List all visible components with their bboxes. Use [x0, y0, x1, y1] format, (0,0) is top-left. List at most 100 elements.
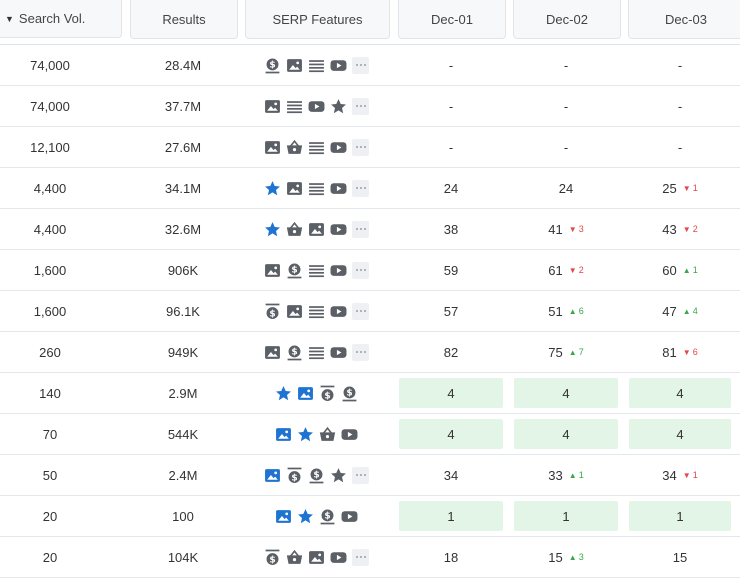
video-icon[interactable]	[330, 180, 347, 197]
image-icon[interactable]	[286, 57, 303, 74]
image-icon[interactable]	[264, 344, 281, 361]
search-vol-header[interactable]: ▼ Search Vol.	[0, 0, 122, 38]
table-row[interactable]: 1,600 96.1K $57 51 ▲ 6 47 ▲ 4	[0, 291, 740, 332]
date-header-dec-03[interactable]: Dec-03	[628, 0, 740, 39]
basket-icon[interactable]	[286, 221, 303, 238]
money-top-icon[interactable]: $	[264, 549, 281, 566]
image-icon[interactable]	[275, 508, 292, 525]
more-icon[interactable]	[352, 220, 369, 238]
star-icon[interactable]	[297, 426, 314, 443]
svg-text:$: $	[269, 309, 275, 319]
video-icon[interactable]	[330, 344, 347, 361]
basket-icon[interactable]	[319, 426, 336, 443]
table-row[interactable]: 74,000 28.4M $ - - -	[0, 45, 740, 86]
star-icon[interactable]	[330, 98, 347, 115]
table-row[interactable]: 74,000 37.7M - - -	[0, 86, 740, 127]
more-icon[interactable]	[352, 343, 369, 361]
rank-value: 15	[548, 549, 563, 565]
money-top-icon[interactable]: $	[286, 467, 303, 484]
video-icon[interactable]	[330, 139, 347, 156]
table-row[interactable]: 12,100 27.6M - - -	[0, 127, 740, 168]
video-icon[interactable]	[330, 303, 347, 320]
table-row[interactable]: 1,600 906K $59 61 ▼ 2 60 ▲ 1	[0, 250, 740, 291]
table-row[interactable]: 140 2.9M $ $4 4 4	[0, 373, 740, 414]
rank-value: 1	[676, 508, 684, 524]
star-icon[interactable]	[275, 385, 292, 402]
money-box-icon[interactable]: $	[264, 57, 281, 74]
more-icon[interactable]	[352, 302, 369, 320]
table-row[interactable]: 4,400 34.1M 24 24 25 ▼ 1	[0, 168, 740, 209]
more-icon[interactable]	[352, 97, 369, 115]
more-icon[interactable]	[352, 466, 369, 484]
table-row[interactable]: 20 100 $1 1 1	[0, 496, 740, 537]
table-row[interactable]: 50 2.4M $ $34 33 ▲ 1 34 ▼ 1	[0, 455, 740, 496]
lines-icon[interactable]	[308, 139, 325, 156]
image-icon[interactable]	[308, 221, 325, 238]
rank-change-down: ▼ 3	[569, 224, 584, 234]
rank-value-group: 82	[444, 345, 458, 360]
results-cell: 32.6M	[164, 221, 202, 237]
image-icon[interactable]	[264, 467, 281, 484]
svg-text:$: $	[291, 347, 297, 357]
image-icon[interactable]	[275, 426, 292, 443]
lines-icon[interactable]	[308, 303, 325, 320]
lines-icon[interactable]	[286, 98, 303, 115]
sort-desc-icon[interactable]: ▼	[5, 13, 14, 24]
rank-value-group: 4	[676, 427, 683, 442]
more-icon[interactable]	[352, 179, 369, 197]
lines-icon[interactable]	[308, 262, 325, 279]
video-icon[interactable]	[330, 57, 347, 74]
more-icon[interactable]	[352, 548, 369, 566]
star-icon[interactable]	[297, 508, 314, 525]
basket-icon[interactable]	[286, 549, 303, 566]
money-box-icon[interactable]: $	[286, 344, 303, 361]
money-top-icon[interactable]: $	[319, 385, 336, 402]
star-icon[interactable]	[264, 180, 281, 197]
image-icon[interactable]	[264, 262, 281, 279]
rank-value: 59	[443, 262, 459, 278]
lines-icon[interactable]	[308, 57, 325, 74]
money-box-icon[interactable]: $	[308, 467, 325, 484]
money-box-icon[interactable]: $	[341, 385, 358, 402]
table-row[interactable]: 70 544K 4 4 4	[0, 414, 740, 455]
results-header[interactable]: Results	[130, 0, 238, 39]
search-volume-cell: 20	[42, 508, 58, 524]
star-icon[interactable]	[330, 467, 347, 484]
table-row[interactable]: 4,400 32.6M 38 41 ▼ 3 43 ▼ 2	[0, 209, 740, 250]
image-icon[interactable]	[264, 98, 281, 115]
video-icon[interactable]	[330, 221, 347, 238]
star-icon[interactable]	[264, 221, 281, 238]
image-icon[interactable]	[264, 139, 281, 156]
search-volume-cell: 20	[42, 549, 58, 565]
serp-features-header[interactable]: SERP Features	[245, 0, 390, 39]
table-row[interactable]: 20 104K $18 15 ▲ 3 15	[0, 537, 740, 578]
more-icon[interactable]	[352, 138, 369, 156]
search-volume-cell: 4,400	[33, 221, 67, 237]
svg-text:$: $	[269, 60, 275, 70]
date-header-dec-01[interactable]: Dec-01	[398, 0, 506, 39]
date-header-dec-02[interactable]: Dec-02	[513, 0, 621, 39]
more-icon[interactable]	[352, 261, 369, 279]
image-icon[interactable]	[308, 549, 325, 566]
money-box-icon[interactable]: $	[286, 262, 303, 279]
basket-icon[interactable]	[286, 139, 303, 156]
more-icon[interactable]	[352, 56, 369, 74]
video-icon[interactable]	[330, 549, 347, 566]
image-icon[interactable]	[286, 180, 303, 197]
lines-icon[interactable]	[308, 180, 325, 197]
video-icon[interactable]	[330, 262, 347, 279]
table-row[interactable]: 260 949K $82 75 ▲ 7 81 ▼ 6	[0, 332, 740, 373]
image-icon[interactable]	[297, 385, 314, 402]
image-icon[interactable]	[286, 303, 303, 320]
rank-value: -	[448, 57, 454, 73]
video-icon[interactable]	[341, 508, 358, 525]
video-icon[interactable]	[341, 426, 358, 443]
rank-cell: 25 ▼ 1	[628, 168, 732, 208]
rank-cell: -	[628, 86, 732, 126]
money-box-icon[interactable]: $	[319, 508, 336, 525]
video-icon[interactable]	[308, 98, 325, 115]
lines-icon[interactable]	[308, 344, 325, 361]
rank-change-value: 1	[692, 265, 698, 275]
money-top-icon[interactable]: $	[264, 303, 281, 320]
